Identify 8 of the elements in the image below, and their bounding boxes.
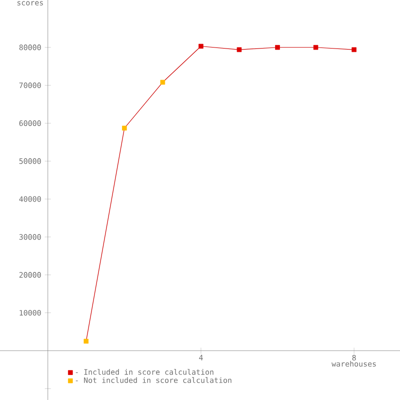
point [313, 44, 318, 50]
point [236, 47, 242, 52]
point [198, 44, 204, 49]
point [275, 44, 280, 50]
point [160, 80, 166, 85]
point [122, 126, 127, 131]
point [84, 338, 89, 344]
point [352, 47, 356, 52]
